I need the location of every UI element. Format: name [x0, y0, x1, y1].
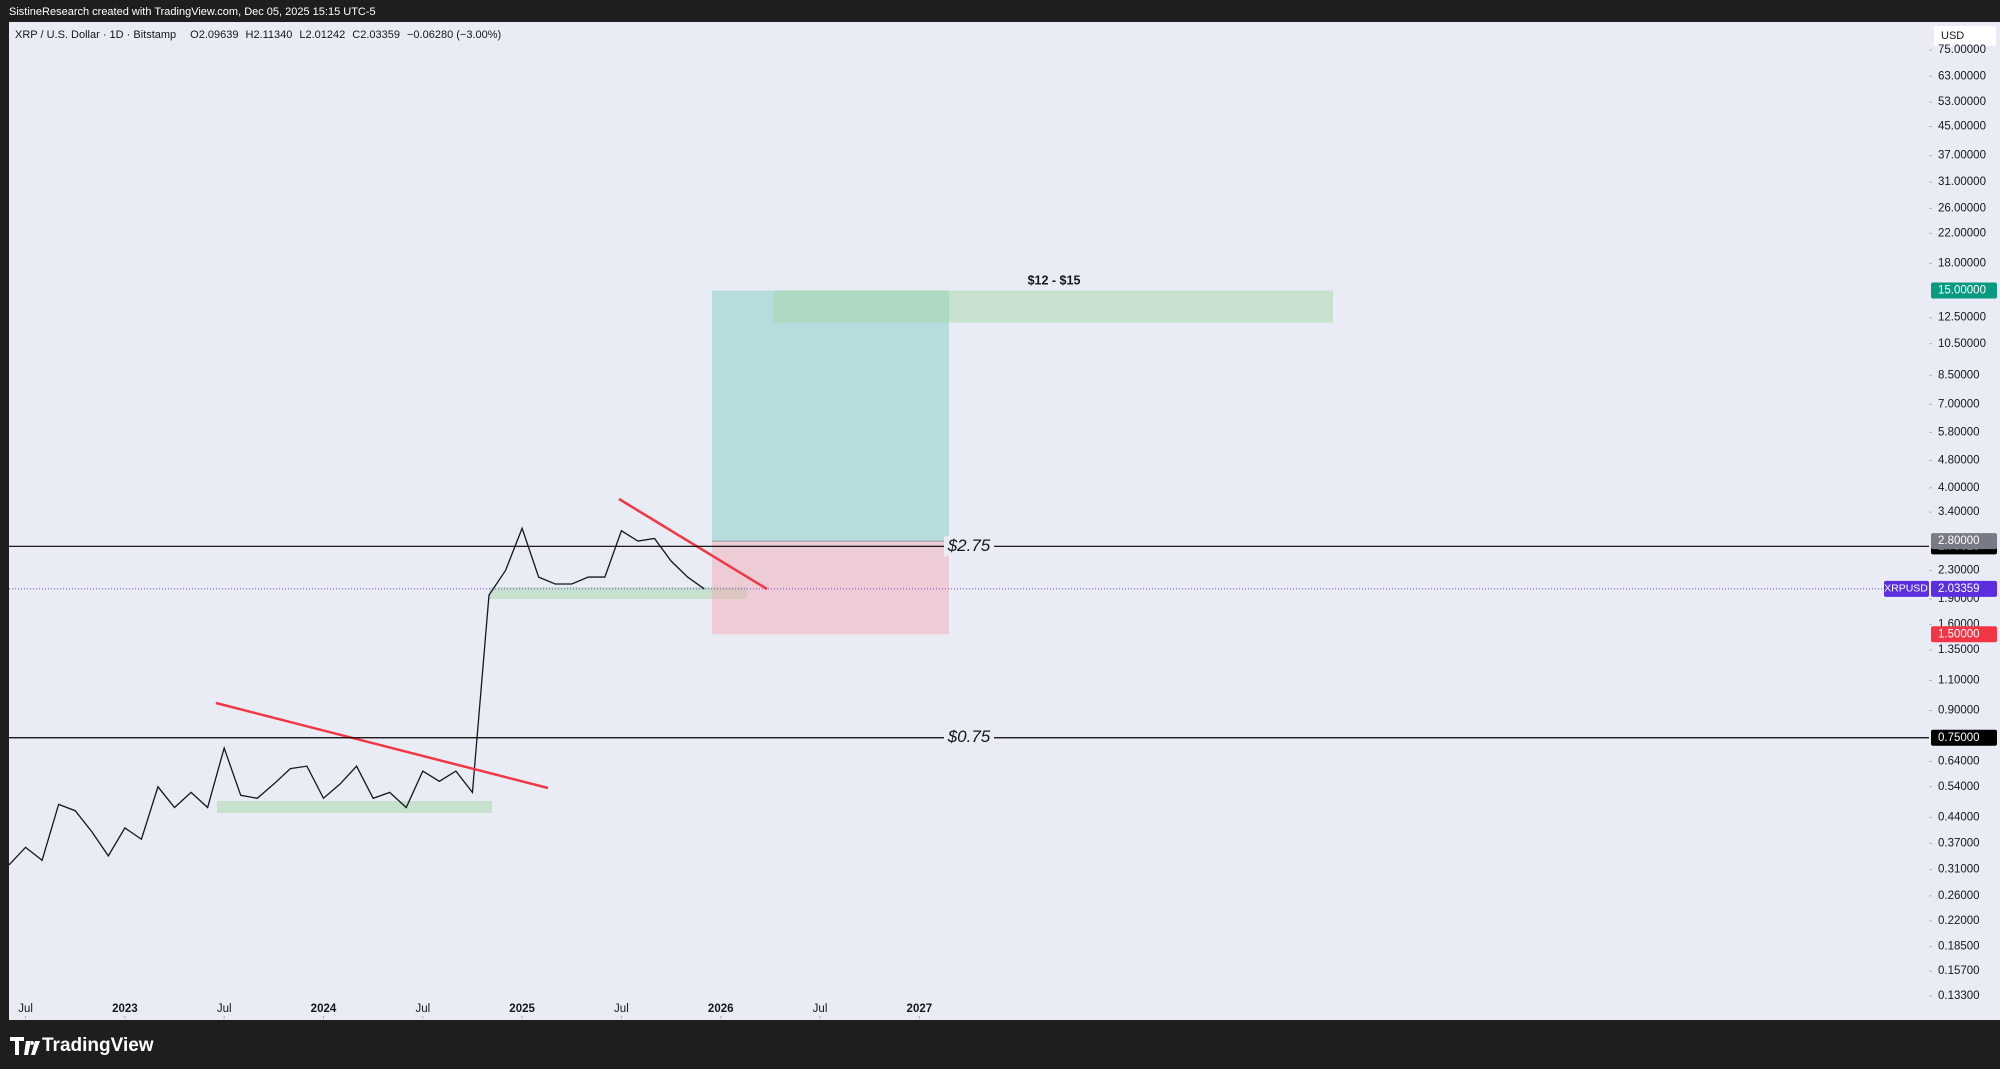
x-tick-label: 2024	[311, 1003, 337, 1015]
loss-area	[712, 541, 949, 635]
support-zone	[489, 587, 747, 599]
chart-area	[9, 22, 2000, 1020]
symbol: XRP / U.S. Dollar · 1D · Bitstamp	[15, 29, 176, 41]
y-tick-label: 0.18500	[1938, 941, 1980, 953]
support-zone	[217, 801, 492, 813]
y-tick-label: 0.44000	[1938, 811, 1980, 823]
y-tick-label: 0.64000	[1938, 755, 1980, 767]
price-badge-label: 15.00000	[1938, 285, 1986, 297]
price-badge	[1931, 626, 1997, 643]
y-tick-label: 5.80000	[1938, 426, 1980, 438]
y-tick-label: 1.35000	[1938, 644, 1980, 656]
price-line	[8, 526, 705, 866]
level-text: $0.75	[947, 727, 991, 746]
price-badge	[1931, 729, 1997, 746]
y-tick-label: 75.00000	[1938, 44, 1986, 56]
currency-box	[1934, 26, 1996, 46]
y-tick-label: 31.00000	[1938, 176, 1986, 188]
y-tick-label: 45.00000	[1938, 121, 1986, 133]
y-tick-label: 0.31000	[1938, 864, 1980, 876]
price-badge-label: 0.75000	[1938, 732, 1980, 744]
ohlc-value: C2.03359	[352, 29, 400, 41]
y-tick-label: 18.00000	[1938, 257, 1986, 269]
target-zone	[773, 290, 1333, 323]
y-tick-label: 12.50000	[1938, 312, 1986, 324]
x-tick-label: 2026	[708, 1003, 734, 1015]
y-tick-label: 4.80000	[1938, 455, 1980, 467]
target-label: $12 - $15	[1028, 273, 1081, 287]
x-tick-label: 2027	[907, 1003, 933, 1015]
trendline	[215, 701, 549, 790]
symbol-badge-label: XRPUSD	[1884, 583, 1928, 595]
y-tick-label: 8.50000	[1938, 369, 1980, 381]
currency: USD	[1941, 30, 1964, 42]
credit: SistineResearch created with TradingView…	[9, 6, 376, 18]
y-tick-label: 26.00000	[1938, 202, 1986, 214]
y-tick-label: 0.22000	[1938, 915, 1980, 927]
logo	[10, 1037, 40, 1055]
y-tick-label: 0.37000	[1938, 837, 1980, 849]
ohlc-value: −0.06280 (−3.00%)	[407, 29, 501, 41]
ohlc-value: H2.11340	[246, 29, 293, 41]
x-tick-label: Jul	[614, 1003, 629, 1015]
price-badge	[1931, 282, 1997, 299]
y-tick-label: 7.00000	[1938, 398, 1980, 410]
y-tick-label: 0.26000	[1938, 890, 1980, 902]
ohlc-value: L2.01242	[299, 29, 345, 41]
y-tick-label: 0.90000	[1938, 705, 1980, 717]
trendline	[618, 497, 768, 591]
y-tick-label: 37.00000	[1938, 150, 1986, 162]
symbol-badge	[1884, 580, 1929, 597]
x-tick-label: Jul	[415, 1003, 430, 1015]
level-text-bg	[944, 727, 994, 748]
x-tick-label: Jul	[18, 1003, 33, 1015]
brand-name: TradingView	[42, 1035, 154, 1056]
x-tick-label: Jul	[217, 1003, 232, 1015]
y-tick-label: 0.54000	[1938, 781, 1980, 793]
price-badge	[1931, 533, 1997, 550]
y-tick-label: 2.30000	[1938, 564, 1980, 576]
y-tick-label: 53.00000	[1938, 96, 1986, 108]
brand: TradingView	[10, 1035, 154, 1056]
y-tick-label: 1.10000	[1938, 675, 1980, 687]
price-badge-label: 2.80000	[1938, 535, 1980, 547]
x-tick-label: 2025	[509, 1003, 535, 1015]
profit-area	[712, 290, 949, 542]
y-tick-label: 63.00000	[1938, 70, 1986, 82]
x-tick-label: Jul	[813, 1003, 828, 1015]
ohlc-value: O2.09639	[190, 29, 238, 41]
x-tick-label: 2023	[112, 1003, 138, 1015]
level-text: $2.75	[947, 536, 991, 555]
y-tick-label: 22.00000	[1938, 227, 1986, 239]
y-tick-label: 0.13300	[1938, 990, 1980, 1002]
price-badge-label: 2.03359	[1938, 583, 1980, 595]
price-badge	[1931, 580, 1997, 597]
y-tick-label: 0.15700	[1938, 965, 1980, 977]
price-badge-label: 1.50000	[1938, 628, 1980, 640]
y-tick-label: 10.50000	[1938, 338, 1986, 350]
y-tick-label: 3.40000	[1938, 506, 1980, 518]
y-tick-label: 4.00000	[1938, 482, 1980, 494]
level-text-bg	[944, 536, 994, 557]
